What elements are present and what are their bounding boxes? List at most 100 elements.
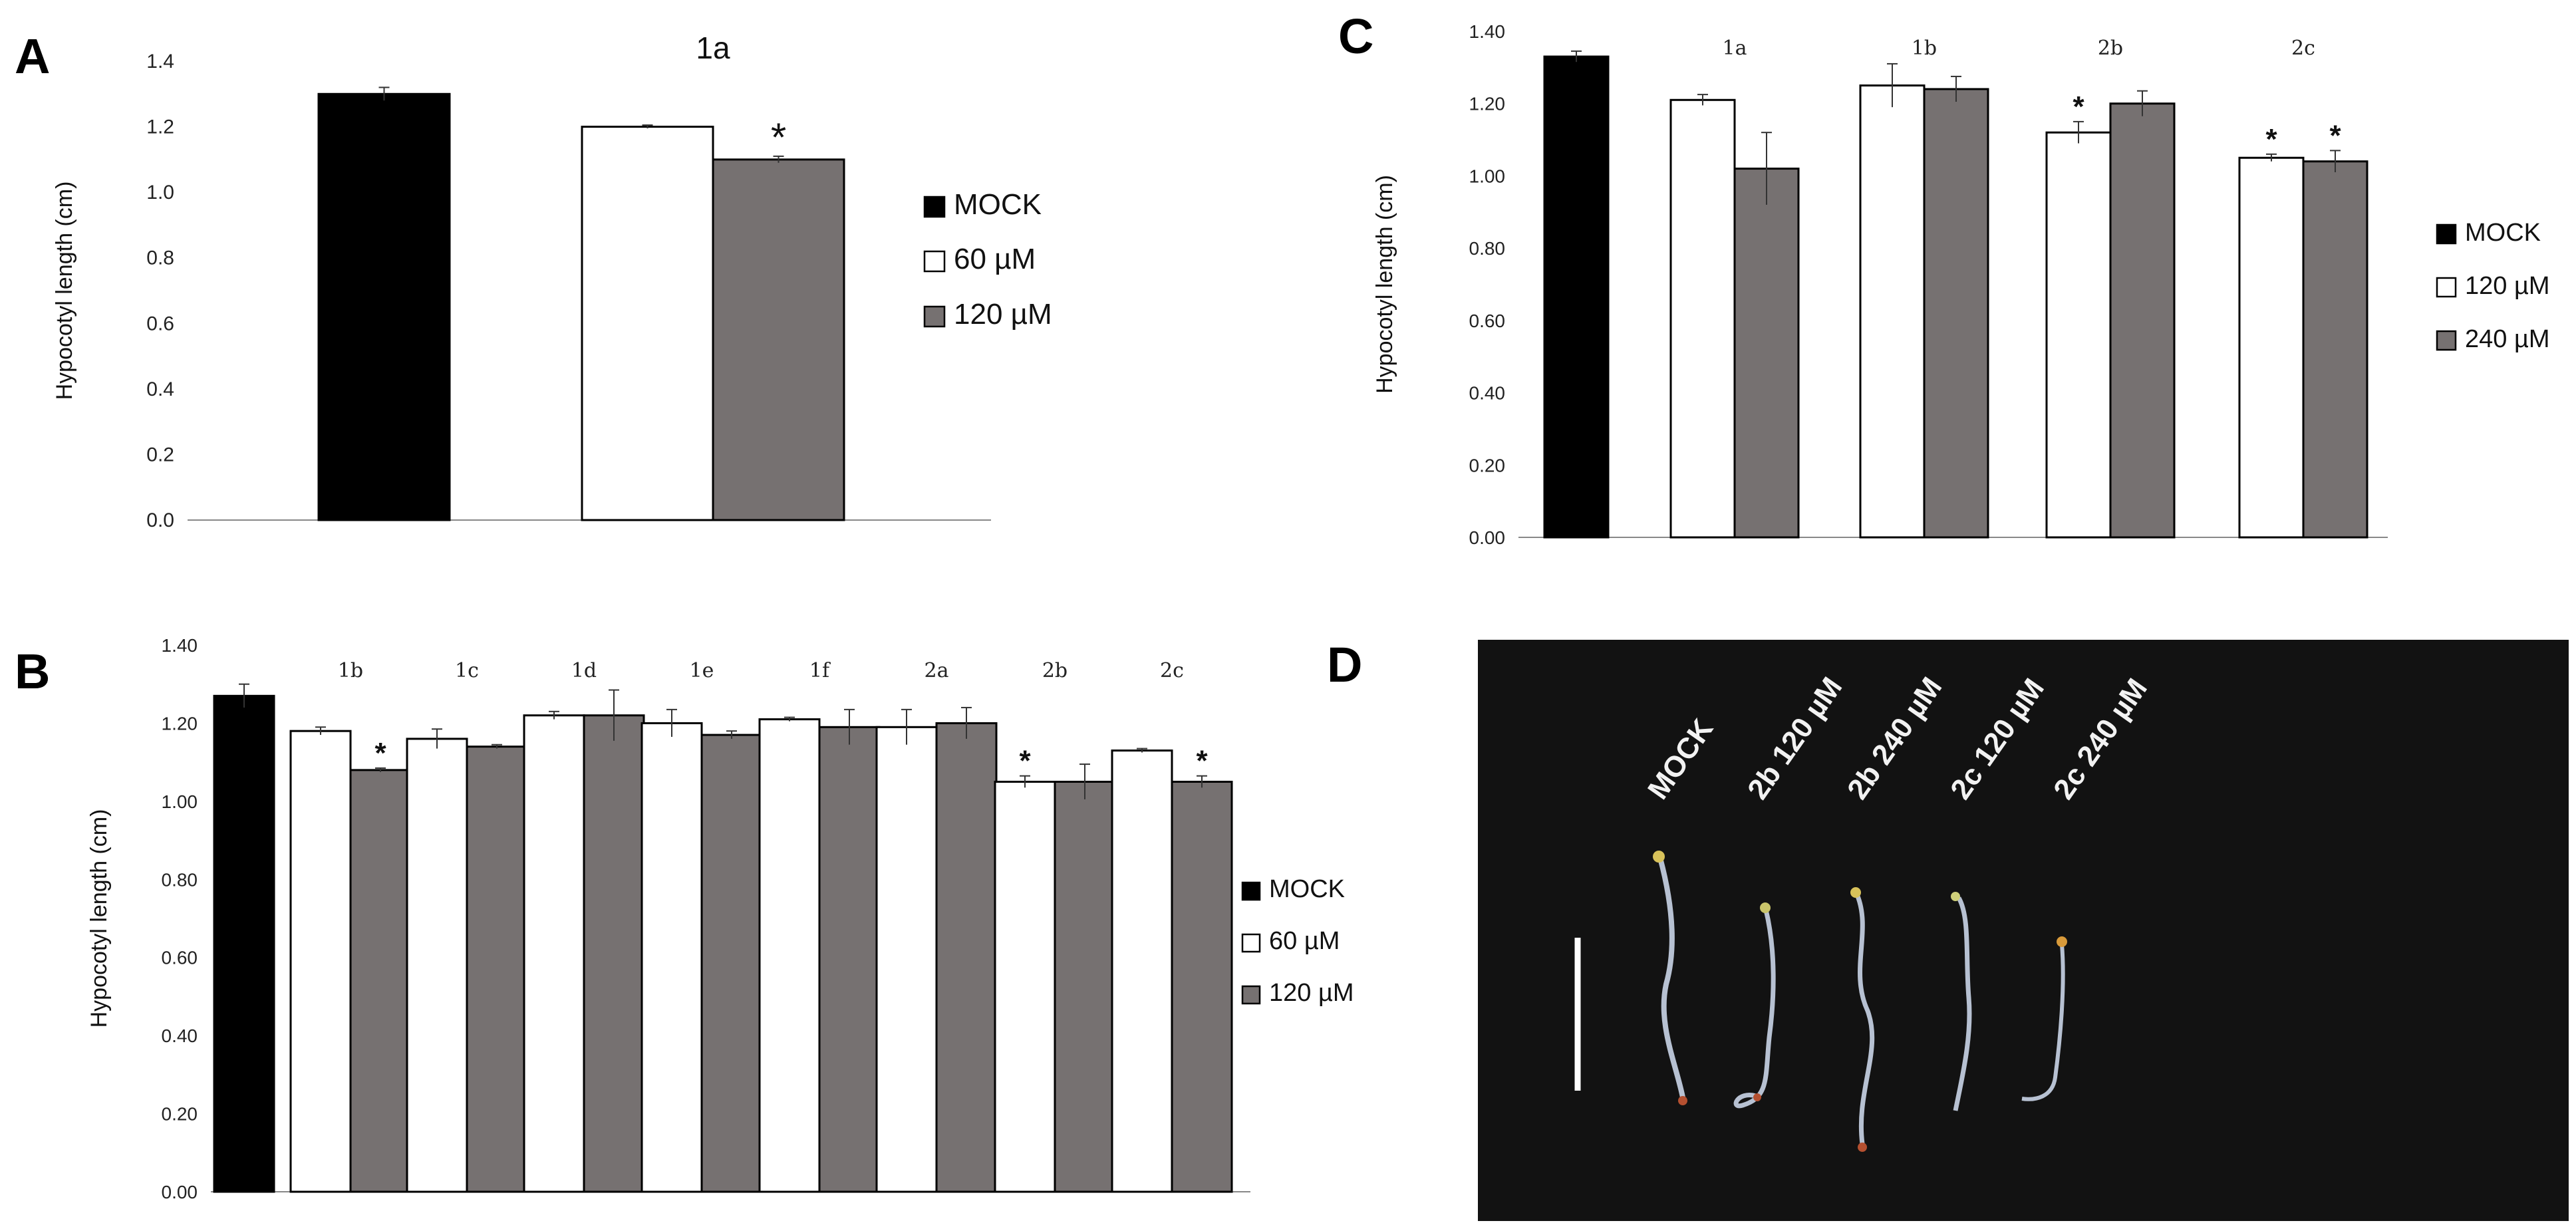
bar-b-1f-high: [818, 726, 881, 1193]
bar-c-2b-low: [2045, 131, 2112, 539]
y-tick-label: 1.00: [1469, 166, 1506, 186]
legend-label: 120 µM: [1269, 979, 1354, 1007]
bar-b-2a-low: [875, 726, 938, 1193]
legend-label: 240 µM: [2465, 325, 2550, 353]
bar-b-1b-high: [349, 769, 412, 1193]
chart-a: 0.0 0.2 0.4 0.6 0.8 1.0 1.2 1.4 Hypocotyl length…: [52, 31, 1052, 531]
legend-label: MOCK: [2465, 219, 2541, 247]
bar-b-1d-low: [523, 714, 585, 1193]
group-label: 2b: [1042, 659, 1068, 682]
y-tick-label: 0.2: [146, 444, 174, 466]
y-tick-label: 0.60: [1469, 311, 1506, 331]
legend-swatch: [923, 305, 946, 328]
bar-b-1b-low: [289, 730, 352, 1193]
legend-label: 120 µM: [2465, 272, 2550, 300]
y-tick-label: 1.40: [1469, 21, 1506, 42]
bar-b-1c-low: [406, 738, 468, 1193]
group-label: 2b: [2098, 37, 2123, 60]
bar-c-1a-high: [1733, 168, 1800, 539]
y-tick-label: 0.20: [162, 1104, 198, 1125]
y-tick-label: 0.8: [146, 247, 174, 269]
y-tick-label: 0.6: [146, 313, 174, 335]
bar-c-2b-high: [2109, 102, 2176, 539]
legend-swatch: [2436, 223, 2457, 245]
legend-swatch: [2436, 277, 2457, 298]
y-tick-label: 0.40: [162, 1026, 198, 1046]
legend-swatch: [1241, 881, 1261, 901]
bar-b-1e-high: [700, 734, 763, 1193]
bar-b-1c-high: [466, 746, 528, 1193]
y-tick-label: 0.0: [146, 509, 174, 531]
significance-mark: *: [771, 115, 786, 160]
bar-c-1b-high: [1923, 88, 1989, 539]
y-tick-label: 1.40: [162, 635, 198, 656]
significance-mark: *: [1019, 745, 1031, 777]
significance-mark: *: [2329, 119, 2341, 152]
y-tick-label: 1.0: [146, 182, 174, 204]
chart-c: 0.00 0.20 0.40 0.60 0.80 1.00 1.20 1.40 Hypocoty…: [1372, 21, 2550, 548]
legend-swatch: [923, 250, 946, 273]
bar-a-1a-high: [712, 158, 845, 521]
seedling-mock: [1653, 851, 1687, 1105]
panel-letter-c: C: [1338, 9, 1373, 64]
group-label: 1c: [455, 659, 479, 682]
group-label: 1d: [571, 659, 597, 682]
y-tick-label: 1.2: [146, 116, 174, 138]
group-label: 1b: [1912, 37, 1937, 60]
group-label: 2c: [1160, 659, 1184, 682]
significance-mark: *: [374, 737, 386, 769]
group-label: 1b: [338, 659, 363, 682]
bar-b-1e-low: [641, 722, 703, 1193]
y-tick-label: 1.4: [146, 51, 174, 72]
legend-label: 60 µM: [1269, 927, 1340, 955]
y-tick-label: 0.80: [162, 869, 198, 890]
legend-label: MOCK: [954, 188, 1042, 221]
y-tick-label: 0.60: [162, 948, 198, 968]
bar-c-2c-low: [2238, 156, 2305, 539]
legend-swatch: [923, 196, 946, 218]
legend-swatch: [1241, 933, 1261, 953]
panel-letter-a: A: [15, 29, 50, 84]
y-tick-label: 0.40: [1469, 383, 1506, 404]
group-label: 1f: [809, 659, 831, 682]
legend-label: MOCK: [1269, 875, 1345, 903]
photo-background: [1478, 640, 2569, 1221]
legend-swatch: [2436, 330, 2457, 351]
y-axis-label: Hypocotyl length (cm): [52, 182, 77, 400]
significance-mark: *: [2073, 90, 2084, 123]
bar-c-1b-low: [1859, 84, 1926, 539]
bar-a-1a-low: [581, 126, 714, 521]
bar-b-2c-high: [1171, 781, 1233, 1193]
group-label: 2c: [2291, 37, 2315, 60]
y-axis-label: Hypocotyl length (cm): [86, 809, 112, 1028]
bar-b-2b-high: [1054, 781, 1116, 1193]
panel-letter-b: B: [15, 644, 50, 699]
seedling-2c-240: [2021, 936, 2067, 1101]
group-label: 1e: [690, 659, 714, 682]
y-tick-label: 1.20: [1469, 94, 1506, 114]
panel-letter-d: D: [1327, 637, 1362, 692]
seedling-2b-120: [1733, 902, 1776, 1109]
bar-b-2c-low: [1111, 750, 1173, 1193]
chart-b: 0.00 0.20 0.40 0.60 0.80 1.00 1.20 1.40 Hypocoty…: [86, 635, 1354, 1202]
bar-c-mock: [1543, 55, 1610, 539]
bar-b-1d-high: [583, 714, 645, 1193]
y-tick-label: 0.80: [1469, 238, 1506, 259]
significance-mark: *: [1196, 745, 1208, 777]
bar-c-1a-low: [1669, 98, 1736, 539]
group-label: 1a: [696, 31, 730, 65]
bar-a-mock: [317, 92, 451, 521]
group-label: 1a: [1723, 37, 1747, 60]
y-tick-label: 0.00: [162, 1182, 198, 1202]
bar-b-2b-low: [994, 781, 1056, 1193]
legend-label: 120 µM: [954, 298, 1052, 331]
bar-b-2a-high: [935, 722, 998, 1193]
legend-swatch: [1241, 985, 1261, 1005]
seedling-2b-240: [1850, 887, 1875, 1152]
y-tick-label: 0.20: [1469, 455, 1506, 476]
significance-mark: *: [2265, 123, 2277, 156]
group-label: 2a: [925, 659, 949, 682]
legend-label: 60 µM: [954, 243, 1036, 275]
